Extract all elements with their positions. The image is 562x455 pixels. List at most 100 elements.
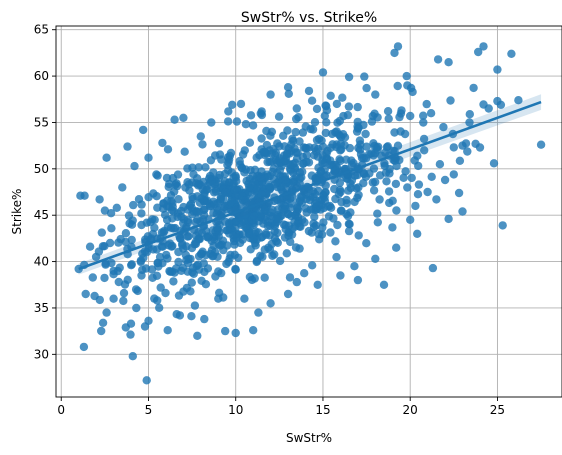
data-point <box>188 192 197 202</box>
data-point <box>258 252 267 262</box>
data-point <box>458 207 467 216</box>
data-point <box>197 228 207 238</box>
data-point <box>191 217 200 227</box>
data-point <box>296 192 306 201</box>
data-point <box>170 187 179 196</box>
data-point <box>297 173 306 182</box>
data-point <box>383 142 392 151</box>
data-point <box>252 257 261 267</box>
data-point <box>489 159 499 168</box>
data-point <box>298 152 307 162</box>
data-point <box>291 127 300 137</box>
data-point <box>287 140 296 149</box>
data-point <box>163 145 173 154</box>
data-point <box>333 220 342 230</box>
data-point <box>359 179 368 188</box>
data-point <box>282 149 292 159</box>
data-point <box>403 183 412 192</box>
data-point <box>257 233 266 242</box>
data-point <box>203 232 213 241</box>
data-point <box>262 140 272 150</box>
data-point <box>384 187 394 196</box>
data-point <box>196 132 205 141</box>
data-point <box>203 196 212 205</box>
data-point <box>248 234 257 244</box>
data-point <box>306 205 315 214</box>
data-point <box>432 195 441 204</box>
data-point <box>126 330 135 339</box>
data-point <box>260 147 269 157</box>
data-point <box>388 223 397 232</box>
data-point <box>449 170 458 179</box>
data-point <box>374 142 383 151</box>
data-point <box>406 215 415 224</box>
chart-title: SwStr% vs. Strike% <box>241 10 377 26</box>
data-point <box>410 156 419 165</box>
data-point <box>286 237 295 247</box>
x-tick-label: 5 <box>145 403 153 417</box>
data-point <box>331 237 340 246</box>
data-point <box>288 178 298 187</box>
data-point <box>337 206 346 215</box>
data-point <box>475 143 485 152</box>
data-point <box>228 100 237 110</box>
data-point <box>371 254 380 263</box>
data-point <box>221 326 230 336</box>
data-point <box>105 238 115 248</box>
data-point <box>193 331 202 340</box>
data-point <box>479 42 488 51</box>
data-point <box>310 199 320 208</box>
x-tick-label: 0 <box>57 403 65 417</box>
data-point <box>97 326 106 336</box>
data-point <box>79 342 89 352</box>
data-point <box>514 96 523 105</box>
data-point <box>343 211 353 221</box>
data-point <box>307 96 317 105</box>
data-point <box>88 273 98 282</box>
data-point <box>137 220 146 230</box>
data-point <box>346 183 355 193</box>
data-point <box>159 199 168 208</box>
data-point <box>267 149 277 158</box>
data-point <box>373 218 382 227</box>
data-point <box>107 224 116 233</box>
data-point <box>300 269 309 278</box>
data-point <box>375 195 384 204</box>
data-point <box>321 188 330 197</box>
data-point <box>161 288 170 298</box>
data-point <box>427 172 436 181</box>
data-point <box>498 221 507 230</box>
data-point <box>163 254 172 263</box>
data-point <box>391 179 401 189</box>
y-axis-ticks: 30 35 40 45 50 55 60 65 <box>34 23 56 361</box>
data-point <box>166 223 176 232</box>
data-point <box>231 265 240 274</box>
data-point <box>423 187 432 197</box>
data-point <box>178 239 187 248</box>
data-point <box>390 48 399 58</box>
data-point <box>326 156 335 165</box>
data-point <box>359 154 368 163</box>
data-point <box>162 215 172 225</box>
y-tick-label: 30 <box>34 347 49 361</box>
data-point <box>360 72 369 81</box>
data-point <box>198 140 207 149</box>
data-point <box>224 166 233 175</box>
data-point <box>308 192 318 202</box>
data-point <box>354 190 363 200</box>
data-point <box>268 251 277 260</box>
data-point <box>275 256 285 266</box>
y-axis-label: Strike% <box>10 189 24 235</box>
data-point <box>382 177 391 186</box>
data-point <box>353 275 363 285</box>
data-point <box>493 65 502 74</box>
data-point <box>173 212 182 222</box>
data-point <box>298 215 307 225</box>
data-point <box>114 238 123 247</box>
data-point <box>469 83 478 93</box>
data-point <box>107 258 116 268</box>
data-point <box>165 266 174 276</box>
data-point <box>266 299 275 308</box>
data-point <box>362 239 371 248</box>
